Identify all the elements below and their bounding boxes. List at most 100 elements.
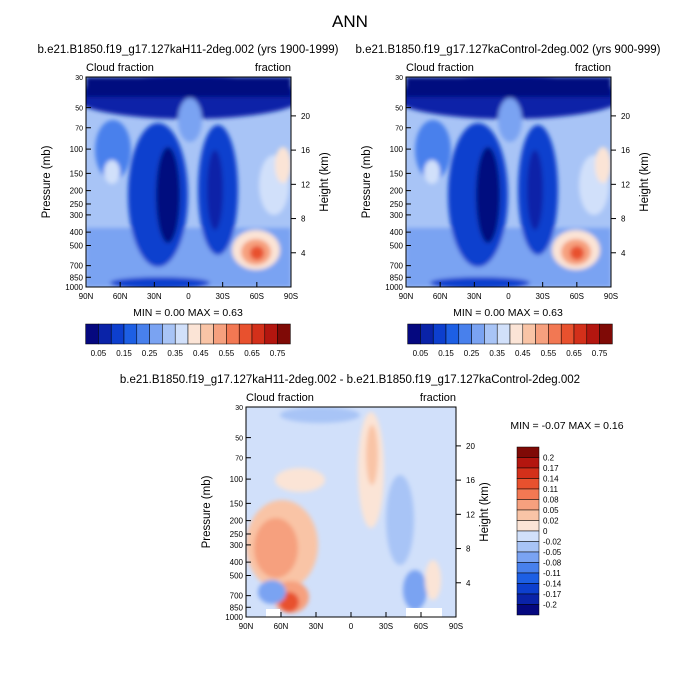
pressure-tick-label: 150 bbox=[390, 169, 404, 178]
pressure-tick-label: 100 bbox=[230, 475, 244, 484]
colorbar-swatch bbox=[432, 323, 447, 345]
x-tick-label: 60N bbox=[274, 622, 289, 631]
colorbar-label: 0.55 bbox=[219, 349, 235, 358]
colorbar-label: 0.05 bbox=[413, 349, 429, 358]
panel-case-title: b.e21.B1850.f19_g17.127kaH11-2deg.002 (y… bbox=[38, 44, 339, 56]
colorbar-label: -0.2 bbox=[543, 601, 557, 610]
colorbar-label: -0.02 bbox=[543, 538, 562, 547]
x-tick-label: 60N bbox=[113, 292, 128, 301]
colorbar-swatch bbox=[516, 541, 540, 553]
pressure-tick-label: 700 bbox=[390, 262, 404, 271]
pressure-tick-label: 300 bbox=[230, 541, 244, 550]
panel-difference-stats: MIN = -0.07 MAX = 0.16 bbox=[510, 420, 623, 432]
colorbar-swatch bbox=[516, 572, 540, 584]
pressure-tick-label: 100 bbox=[390, 145, 404, 154]
colorbar-label: -0.05 bbox=[543, 548, 562, 557]
colorbar-label: 0.65 bbox=[566, 349, 582, 358]
colorbar-swatch bbox=[599, 323, 613, 345]
x-tick-label: 60S bbox=[570, 292, 584, 301]
field-sh-cool-low bbox=[403, 570, 427, 610]
colorbar-label: 0.35 bbox=[489, 349, 505, 358]
panel-control-field bbox=[406, 77, 611, 287]
colorbar-swatch bbox=[110, 323, 125, 345]
colorbar-swatch bbox=[548, 323, 562, 345]
colorbar-label: 0 bbox=[543, 527, 548, 536]
field-nh-arm bbox=[415, 120, 451, 180]
pressure-tick-label: 70 bbox=[395, 126, 403, 133]
colorbar-label: 0.25 bbox=[464, 349, 480, 358]
colorbar-label: 0.55 bbox=[541, 349, 557, 358]
colorbar-label: 0.08 bbox=[543, 496, 559, 505]
field-sh-mid-core bbox=[527, 150, 543, 230]
pressure-tick-label: 1000 bbox=[65, 283, 83, 292]
colorbar-swatch bbox=[516, 509, 540, 521]
pressure-tick-label: 700 bbox=[230, 592, 244, 601]
colorbar-swatch bbox=[98, 323, 112, 345]
pressure-tick-label: 250 bbox=[390, 200, 404, 209]
panel-case-left-label: Cloud fraction bbox=[86, 62, 154, 74]
colorbar-control: 0.05 0.15 0.25 0.35 0.45 0.55 0.65 0.75 bbox=[407, 323, 613, 358]
height-tick-label: 12 bbox=[301, 180, 310, 189]
pressure-tick-label: 400 bbox=[390, 228, 404, 237]
pressure-tick-label: 250 bbox=[70, 200, 84, 209]
colorbar-swatch bbox=[535, 323, 549, 345]
colorbar-swatch bbox=[560, 323, 575, 345]
colorbar-label: 0.75 bbox=[592, 349, 608, 358]
x-tick-label: 0 bbox=[349, 622, 354, 631]
height-tick-label: 16 bbox=[301, 146, 310, 155]
height-tick-label: 16 bbox=[621, 146, 630, 155]
height-tick-label: 8 bbox=[621, 215, 626, 224]
colorbar-swatch bbox=[522, 323, 536, 345]
colorbar-swatch bbox=[471, 323, 485, 345]
colorbar-swatch bbox=[516, 551, 540, 563]
panel-case: b.e21.B1850.f19_g17.127kaH11-2deg.002 (y… bbox=[38, 44, 339, 319]
colorbar-swatch bbox=[516, 499, 540, 511]
colorbar-swatch bbox=[200, 323, 214, 345]
panel-case-stats: MIN = 0.00 MAX = 0.63 bbox=[133, 307, 243, 319]
colorbar-swatch bbox=[238, 323, 253, 345]
pressure-tick-label: 30 bbox=[235, 405, 243, 412]
colorbar-swatch bbox=[516, 478, 540, 490]
colorbar-label: 0.45 bbox=[515, 349, 531, 358]
pressure-tick-label: 200 bbox=[390, 187, 404, 196]
colorbar-swatch bbox=[509, 323, 524, 345]
pressure-tick-label: 1000 bbox=[225, 613, 243, 622]
panel-difference-field bbox=[246, 407, 456, 617]
height-tick-label: 20 bbox=[466, 442, 475, 451]
pressure-tick-label: 70 bbox=[235, 456, 243, 463]
field-sh-stratus-core bbox=[250, 246, 264, 260]
pressure-tick-label: 850 bbox=[230, 603, 244, 612]
colorbar-swatch bbox=[516, 583, 540, 595]
panel-control-stats: MIN = 0.00 MAX = 0.63 bbox=[453, 307, 563, 319]
colorbar-swatch bbox=[213, 323, 227, 345]
colorbar-swatch bbox=[516, 457, 540, 469]
panel-difference-title: b.e21.B1850.f19_g17.127kaH11-2deg.002 - … bbox=[120, 374, 580, 386]
field-sh-warm-patch bbox=[275, 147, 291, 183]
colorbar-swatch bbox=[136, 323, 150, 345]
colorbar-swatch bbox=[149, 323, 163, 345]
colorbar-swatch bbox=[162, 323, 176, 345]
panel-control-title: b.e21.B1850.f19_g17.127kaControl-2deg.00… bbox=[356, 44, 661, 56]
pressure-tick-label: 250 bbox=[230, 530, 244, 539]
field-sh-stratus-core bbox=[570, 246, 584, 260]
colorbar-swatch bbox=[516, 604, 540, 616]
colorbar-swatch bbox=[516, 488, 540, 500]
field-missing-patch-sh bbox=[406, 608, 442, 617]
colorbar-swatch bbox=[226, 323, 240, 345]
panel-control-left-label: Cloud fraction bbox=[406, 62, 474, 74]
pressure-tick-label: 500 bbox=[230, 571, 244, 580]
field-nh-light-spot bbox=[424, 160, 440, 184]
colorbar-swatch bbox=[407, 323, 421, 345]
pressure-tick-label: 400 bbox=[230, 558, 244, 567]
height-tick-label: 16 bbox=[466, 476, 475, 485]
panel-case-field bbox=[86, 77, 291, 287]
field-nh-warm-core bbox=[254, 518, 298, 578]
colorbar-swatch bbox=[420, 323, 434, 345]
pressure-tick-label: 400 bbox=[70, 228, 84, 237]
colorbar-label: 0.2 bbox=[543, 454, 555, 463]
pressure-tick-label: 30 bbox=[395, 75, 403, 82]
x-tick-label: 30S bbox=[216, 292, 230, 301]
field-sh-warm-patch bbox=[595, 147, 611, 183]
colorbar-swatch bbox=[458, 323, 472, 345]
field-nh-cool-low bbox=[258, 580, 286, 604]
